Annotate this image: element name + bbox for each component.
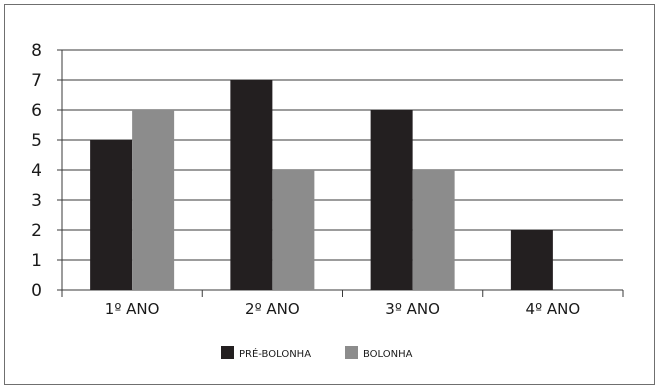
legend-label: BOLONHA bbox=[363, 349, 413, 360]
x-tick-label: 3º ANO bbox=[385, 300, 440, 318]
y-tick-label: 0 bbox=[31, 281, 42, 301]
y-tick-label: 1 bbox=[31, 251, 42, 271]
y-tick-label: 6 bbox=[31, 101, 42, 121]
bar-bolonha bbox=[412, 170, 455, 290]
bars bbox=[90, 80, 553, 290]
legend-swatch bbox=[221, 346, 234, 359]
y-tick-label: 7 bbox=[31, 71, 42, 91]
y-tick-label: 2 bbox=[31, 221, 42, 241]
bar-bolonha bbox=[272, 170, 315, 290]
bar-pre-bolonha bbox=[510, 230, 553, 290]
x-tick-labels: 1º ANO 2º ANO 3º ANO 4º ANO bbox=[105, 300, 580, 318]
x-tick-label: 2º ANO bbox=[245, 300, 300, 318]
y-tick-label: 4 bbox=[31, 161, 42, 181]
y-tick-label: 8 bbox=[31, 41, 42, 61]
y-tick-labels: 0 1 2 3 4 5 6 7 8 bbox=[31, 41, 42, 301]
legend: PRÉ-BOLONHA BOLONHA bbox=[221, 346, 413, 360]
legend-label: PRÉ-BOLONHA bbox=[239, 347, 311, 360]
legend-swatch bbox=[345, 346, 358, 359]
y-tick-label: 5 bbox=[31, 131, 42, 151]
bar-pre-bolonha bbox=[90, 140, 133, 290]
bar-bolonha bbox=[132, 110, 175, 290]
bar-pre-bolonha bbox=[230, 80, 273, 290]
bar-pre-bolonha bbox=[370, 110, 413, 290]
x-tick-label: 4º ANO bbox=[526, 300, 581, 318]
x-tick-label: 1º ANO bbox=[105, 300, 160, 318]
y-tick-label: 3 bbox=[31, 191, 42, 211]
